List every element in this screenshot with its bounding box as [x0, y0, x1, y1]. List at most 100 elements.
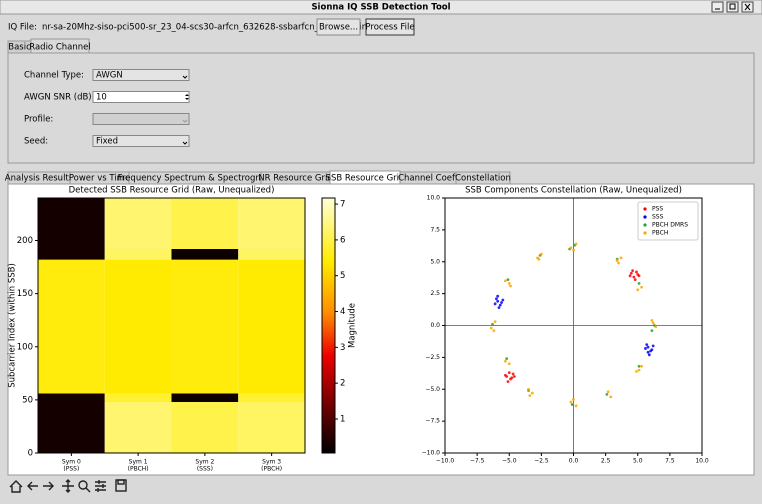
y-tick-label: 10.0: [427, 195, 441, 202]
point: [493, 302, 497, 306]
tab[interactable]: [455, 171, 511, 185]
point: [646, 345, 650, 349]
y-tick-label: 0.0: [430, 322, 440, 329]
process-text[interactable]: Process File: [365, 23, 414, 33]
tab-label[interactable]: Basic: [8, 43, 31, 53]
point: [617, 261, 620, 265]
configure-icon[interactable]: [95, 480, 106, 492]
point: [615, 259, 619, 262]
field-input[interactable]: [92, 113, 190, 125]
tab-label[interactable]: Constellation: [455, 174, 511, 184]
point: [507, 282, 511, 285]
point: [505, 357, 509, 361]
field-value[interactable]: AWGN: [96, 71, 123, 81]
point: [609, 395, 613, 399]
point: [498, 303, 502, 307]
field-input[interactable]: [92, 135, 190, 147]
point: [492, 329, 496, 332]
heatmap-cell: [104, 259, 172, 394]
home-icon[interactable]: [9, 480, 23, 493]
point: [512, 375, 516, 378]
heatmap-cell: [38, 402, 105, 453]
process-button[interactable]: [365, 18, 415, 36]
tab-label[interactable]: NR Resource Grid: [258, 174, 333, 184]
forward-icon[interactable]: [43, 481, 54, 491]
point: [629, 271, 633, 275]
x-tick-label: −10.0: [436, 458, 455, 465]
tab-label[interactable]: Channel Coeff: [398, 174, 459, 184]
minimize[interactable]: [711, 1, 724, 13]
back-icon[interactable]: [27, 481, 38, 491]
y-tick-label: −10.0: [422, 450, 441, 457]
point: [570, 403, 574, 406]
maximize[interactable]: [726, 1, 739, 13]
window-title: Sionna IQ SSB Detection Tool: [311, 3, 450, 13]
point: [574, 242, 578, 246]
point: [651, 321, 655, 325]
heatmap-cell: [104, 402, 172, 453]
field-input[interactable]: [92, 69, 190, 81]
legend-label: PSS: [652, 206, 663, 213]
heatmap-cell: [238, 393, 305, 402]
x-tick-label: Sym 1: [129, 459, 148, 466]
dropdown-arrow: [182, 119, 188, 123]
point: [640, 285, 644, 289]
field-value[interactable]: Fixed: [96, 137, 118, 147]
point: [507, 362, 511, 366]
tab-label[interactable]: Radio Channel: [29, 43, 90, 53]
browse-text[interactable]: Browse...: [319, 23, 358, 33]
tab-label[interactable]: SSB Resource Grid: [326, 174, 405, 184]
field-value[interactable]: 10: [96, 93, 107, 103]
field-input[interactable]: [92, 91, 190, 103]
heatmap-cell: [38, 393, 105, 402]
point: [647, 353, 651, 357]
window-controls[interactable]: [711, 1, 754, 13]
y-tick-label: 5.0: [430, 258, 440, 265]
point: [506, 278, 510, 281]
legend-swatch: [643, 223, 647, 227]
point: [650, 329, 654, 332]
dropdown-arrow: [182, 75, 188, 79]
tab-label[interactable]: Analysis Results: [5, 174, 74, 184]
tab[interactable]: [30, 38, 90, 54]
x-tick-label: 2.5: [601, 458, 611, 465]
point: [633, 278, 637, 281]
y-tick-label: 7.5: [430, 226, 440, 233]
y-tick-label: 50: [22, 395, 33, 405]
point: [537, 257, 541, 261]
plot-frame: [37, 197, 306, 454]
colorbar-tick-label: 1: [340, 414, 345, 424]
colorbar: [321, 197, 336, 454]
point: [654, 325, 658, 329]
heatmap-cell: [171, 393, 239, 402]
point: [645, 343, 649, 347]
heatmap-cell: [171, 402, 239, 453]
tab-label[interactable]: Frequency Spectrum & Spectrogram: [118, 174, 273, 184]
tab-label[interactable]: Power vs Time: [69, 174, 130, 184]
x-tick-label: 7.5: [665, 458, 675, 465]
point: [496, 299, 500, 303]
colorbar-tick-label: 4: [340, 307, 345, 317]
iq-filename: nr-sa-20Mhz-siso-pci500-sr_23_04-scs30-a…: [42, 23, 367, 33]
heatmap-cell: [238, 402, 305, 453]
heatmap-cell: [238, 259, 305, 394]
legend-swatch: [643, 231, 647, 235]
point: [569, 400, 573, 404]
legend-box: [637, 201, 699, 241]
title-bar: [0, 0, 762, 15]
field-label: Channel Type:: [24, 71, 84, 81]
colorbar-label: Magnitude: [348, 303, 358, 348]
toolbar: [9, 479, 127, 493]
browse-button[interactable]: [316, 18, 361, 36]
field-label: Seed:: [24, 137, 48, 147]
colorbar-tick-label: 6: [340, 235, 345, 245]
point: [495, 297, 498, 301]
x-tick-label: 5.0: [633, 458, 643, 465]
x-tick-label: Sym 0: [62, 459, 81, 466]
zoom-icon[interactable]: [78, 480, 88, 490]
point: [572, 398, 575, 401]
pan-icon[interactable]: [62, 479, 74, 493]
